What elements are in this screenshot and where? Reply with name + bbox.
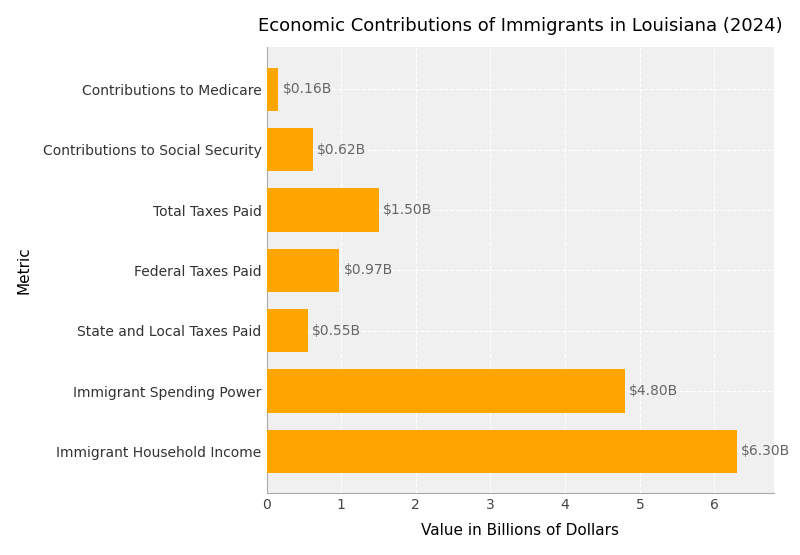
Bar [266,128,313,171]
Text: $4.80B: $4.80B [630,384,678,398]
Text: $0.97B: $0.97B [343,263,393,278]
Text: $0.62B: $0.62B [318,143,366,157]
Bar [266,309,307,352]
Text: $6.30B: $6.30B [742,445,790,458]
Bar [266,188,378,232]
Text: $0.55B: $0.55B [312,324,361,337]
Bar [266,68,278,111]
Bar [266,249,339,292]
Y-axis label: Metric: Metric [17,246,32,294]
Bar [266,369,625,413]
Bar [266,430,737,473]
Text: $0.16B: $0.16B [283,82,332,97]
Title: Economic Contributions of Immigrants in Louisiana (2024): Economic Contributions of Immigrants in … [258,17,782,34]
Text: $1.50B: $1.50B [383,203,432,217]
X-axis label: Value in Billions of Dollars: Value in Billions of Dollars [422,523,619,538]
